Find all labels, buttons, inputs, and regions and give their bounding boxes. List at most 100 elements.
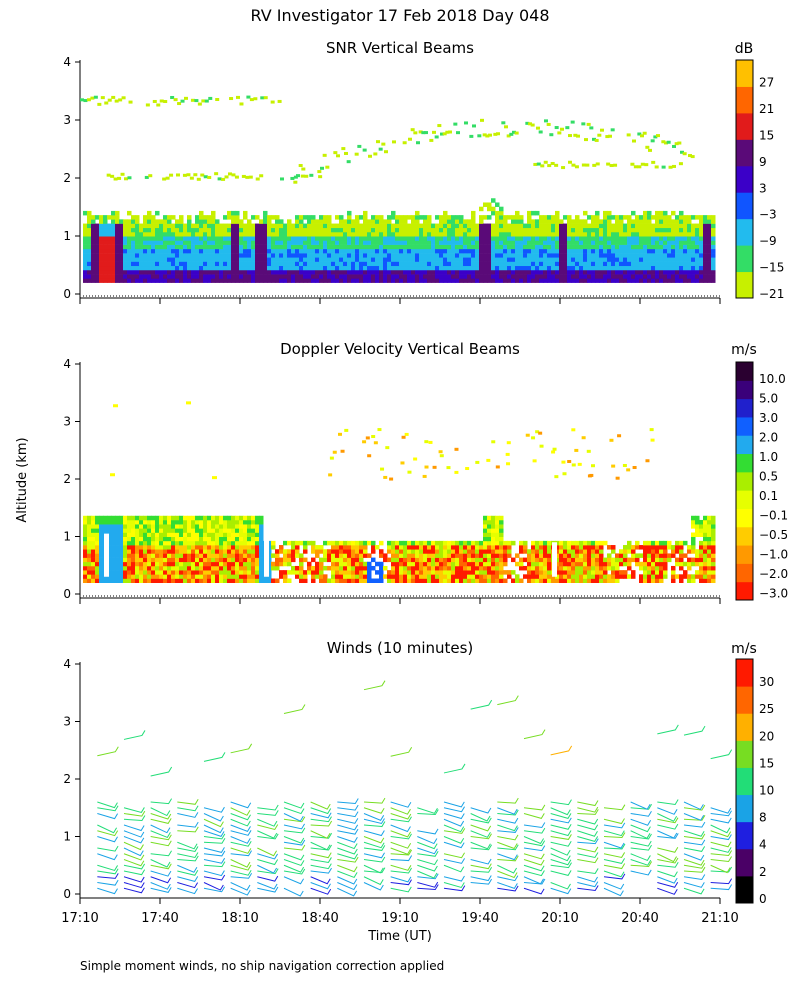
snr-cell [199, 261, 204, 267]
velocity-cell [340, 449, 345, 453]
snr-cell [335, 274, 340, 279]
snr-cell [399, 261, 404, 267]
snr-cell [683, 269, 688, 275]
velocity-cell [155, 578, 160, 583]
velocity-cell [427, 561, 432, 567]
velocity-cell [135, 515, 140, 521]
snr-cell [93, 95, 98, 99]
snr-cell [287, 236, 292, 241]
snr-cell [627, 223, 632, 229]
velocity-cell [615, 578, 620, 583]
snr-cell [659, 232, 664, 237]
snr-cell [407, 257, 412, 262]
velocity-cell [275, 578, 280, 583]
snr-cell [207, 248, 212, 254]
velocity-cell [443, 565, 448, 571]
snr-cell [407, 261, 412, 267]
velocity-cell [367, 553, 372, 558]
velocity-cell [571, 540, 576, 546]
velocity-cell [695, 561, 700, 567]
y-tick-label: 4 [63, 357, 71, 371]
snr-cell [451, 253, 456, 258]
snr-cell [619, 219, 624, 224]
snr-cell [655, 274, 660, 279]
snr-cell [347, 227, 352, 233]
snr-cell [391, 261, 396, 267]
snr-cell [507, 278, 512, 283]
velocity-cell [695, 574, 700, 579]
snr-cell [703, 257, 708, 262]
snr-cell [246, 95, 251, 99]
snr-cell [131, 219, 136, 224]
snr-cell [395, 248, 400, 254]
velocity-cell [195, 519, 200, 525]
snr-cell [343, 219, 348, 224]
velocity-cell [699, 524, 704, 529]
snr-cell [539, 248, 544, 254]
snr-cell [299, 223, 304, 229]
velocity-cell [207, 545, 212, 550]
velocity-cell [419, 561, 424, 567]
colorbar-label: −9 [759, 234, 777, 248]
snr-cell [383, 232, 388, 237]
velocity-cell [615, 574, 620, 579]
snr-cell [631, 210, 636, 216]
velocity-cell [143, 519, 148, 525]
wind-barb [603, 863, 626, 870]
snr-cell [435, 244, 440, 250]
snr-cell [95, 227, 100, 233]
velocity-cell [207, 553, 212, 558]
velocity-cell [499, 570, 504, 575]
wind-barb [363, 841, 385, 849]
snr-cell [239, 219, 244, 224]
snr-cell [299, 227, 304, 233]
snr-cell [623, 232, 628, 237]
snr-cell [519, 257, 524, 262]
snr-cell [167, 274, 172, 279]
snr-cell [375, 261, 380, 267]
snr-cell [339, 236, 344, 241]
velocity-cell [583, 553, 588, 558]
snr-cell [599, 244, 604, 250]
velocity-cell [435, 540, 440, 546]
wind-barb [310, 887, 332, 895]
snr-cell [355, 215, 360, 220]
snr-cell [711, 236, 716, 241]
snr-cell [111, 244, 116, 250]
velocity-cell [347, 545, 352, 550]
velocity-cell [179, 549, 184, 554]
velocity-cell [331, 545, 336, 550]
velocity-cell [159, 578, 164, 583]
snr-cell [131, 244, 136, 250]
velocity-cell [551, 578, 556, 583]
snr-cell [363, 269, 368, 275]
snr-cell [690, 155, 695, 159]
wind-barb [177, 870, 199, 876]
colorbar-swatch [736, 271, 753, 299]
snr-cell [607, 265, 612, 271]
velocity-cell [231, 578, 236, 583]
snr-cell [296, 174, 300, 178]
velocity-cell [339, 578, 344, 583]
snr-cell [687, 269, 692, 275]
snr-cell [667, 269, 672, 275]
snr-cell [211, 232, 216, 237]
velocity-cell [135, 578, 140, 583]
velocity-cell [327, 557, 332, 563]
velocity-cell [167, 515, 172, 521]
snr-cell [571, 219, 576, 224]
snr-cell [399, 265, 404, 271]
velocity-cell [379, 565, 384, 571]
velocity-cell [319, 557, 324, 563]
snr-cell [467, 223, 472, 229]
velocity-cell [411, 540, 416, 546]
snr-cell [495, 215, 500, 220]
velocity-cell [175, 532, 180, 537]
snr-cell [259, 265, 264, 271]
snr-cell [443, 210, 448, 216]
snr-cell [159, 248, 164, 254]
snr-cell [675, 240, 680, 245]
snr-cell [279, 232, 284, 237]
snr-cell [453, 122, 458, 126]
snr-cell [207, 219, 212, 224]
